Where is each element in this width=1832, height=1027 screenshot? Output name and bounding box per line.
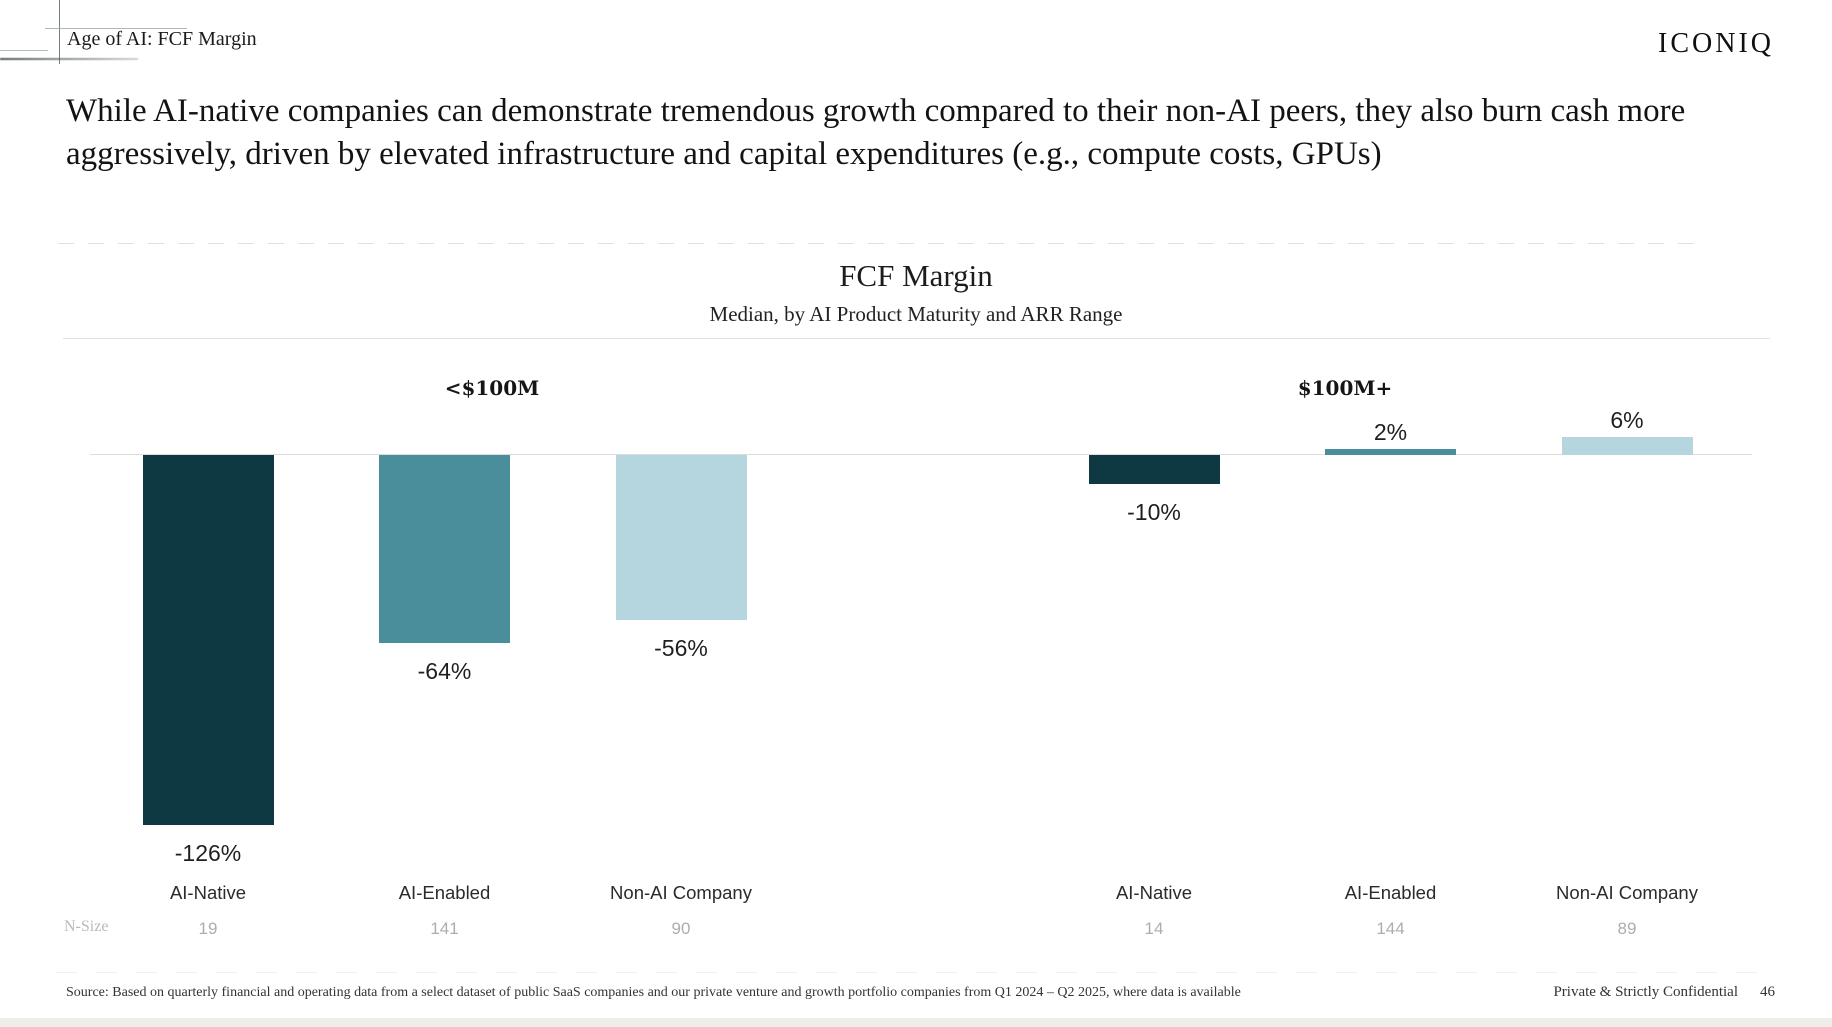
bar-value-label: -126%	[174, 840, 242, 866]
category-label-non-ai-company: Non-AI Company	[1556, 882, 1698, 903]
page-number: 46	[1760, 984, 1775, 1000]
n-size-value: 90	[671, 919, 691, 938]
bar-value-label: 2%	[1373, 419, 1408, 445]
category-label-non-ai-company: Non-AI Company	[610, 882, 752, 903]
slide-eyebrow-title: Age of AI: FCF Margin	[67, 28, 257, 50]
slide-headline: While AI-native companies can demonstrat…	[66, 93, 1686, 173]
n-size-value: 19	[198, 919, 218, 938]
confidentiality-note: Private & Strictly Confidential 46	[1553, 984, 1775, 1001]
n-size-value: 14	[1144, 919, 1164, 938]
bar-value-label: -10%	[1127, 499, 1181, 525]
footer-rule	[55, 972, 1777, 973]
n-size-value: 144	[1376, 919, 1405, 938]
corner-mark-short-line	[0, 50, 48, 51]
sketchy-divider-line	[58, 243, 1708, 244]
bar-value-label: -56%	[654, 635, 708, 661]
chart-title: FCF Margin	[839, 258, 993, 293]
chart-subtitle: Median, by AI Product Maturity and ARR R…	[709, 302, 1123, 326]
chart-top-rule	[63, 338, 1770, 339]
chart-zero-baseline	[90, 454, 1752, 455]
source-note: Source: Based on quarterly financial and…	[66, 985, 1241, 1000]
bar-non-ai-company-group2	[1561, 437, 1693, 455]
category-label-ai-native: AI-Native	[169, 882, 247, 903]
n-size-value: 141	[430, 919, 459, 938]
bar-non-ai-company-group1	[615, 455, 747, 620]
corner-mark-smudge-line	[0, 58, 138, 60]
confidential-label: Private & Strictly Confidential	[1553, 984, 1738, 1000]
bar-value-label: -64%	[417, 658, 472, 684]
bar-value-label: 6%	[1610, 407, 1644, 433]
bar-ai-native-group2	[1088, 455, 1220, 484]
category-label-ai-enabled: AI-Enabled	[398, 882, 491, 903]
corner-mark-vertical-line	[59, 0, 60, 64]
group-label-under-100m: <$100M	[444, 376, 540, 400]
n-size-row-label: N-Size	[64, 918, 109, 935]
category-label-ai-enabled: AI-Enabled	[1344, 882, 1437, 903]
group-label-100m-plus: $100M+	[1297, 376, 1393, 400]
corner-mark-horizontal-line	[45, 28, 187, 29]
bar-ai-enabled-group2	[1325, 449, 1456, 455]
n-size-value: 89	[1617, 919, 1637, 938]
bar-ai-enabled-group1	[379, 455, 510, 643]
iconiq-logo: ICONIQ	[1658, 28, 1774, 59]
bottom-edge-strip	[0, 1018, 1832, 1027]
bar-ai-native-group1	[142, 455, 274, 825]
category-label-ai-native: AI-Native	[1115, 882, 1193, 903]
